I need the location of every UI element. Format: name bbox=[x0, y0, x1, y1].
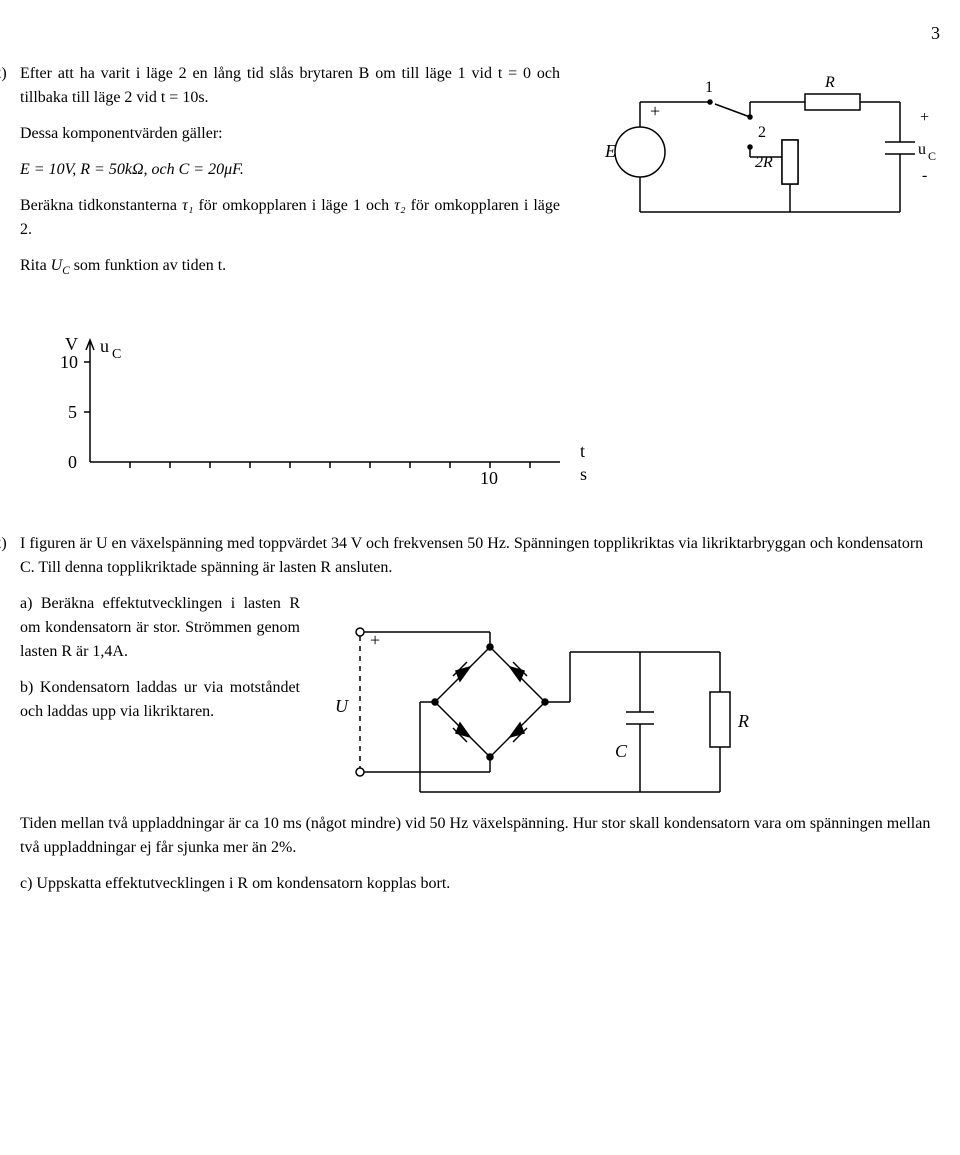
t: för omkopplaren i läge 1 och bbox=[193, 197, 394, 214]
p3-para3: E = 10V, R = 50kΩ, och C = 20μF. bbox=[20, 158, 560, 182]
svg-text:+: + bbox=[650, 101, 660, 121]
problem4-label: 4(2) bbox=[0, 532, 7, 556]
problem-3: 3(2) Efter att ha varit i läge 2 en lång… bbox=[20, 62, 940, 492]
p3-para4: Beräkna tidkonstanterna τ₁ för omkopplar… bbox=[20, 194, 560, 242]
svg-text:s: s bbox=[580, 464, 587, 484]
svg-text:10: 10 bbox=[480, 468, 498, 488]
circuit-diagram-3: + E 1 2 bbox=[580, 62, 940, 242]
uc-sub: C bbox=[62, 265, 69, 277]
svg-text:1: 1 bbox=[705, 79, 713, 96]
p4-para-b2: Tiden mellan två uppladdningar är ca 10 … bbox=[20, 812, 940, 860]
tau2: τ₂ bbox=[394, 197, 405, 214]
svg-text:R: R bbox=[737, 711, 749, 731]
svg-text:5: 5 bbox=[68, 402, 77, 422]
svg-text:u: u bbox=[918, 141, 926, 158]
svg-text:+: + bbox=[920, 109, 929, 126]
page-number: 3 bbox=[20, 20, 940, 47]
svg-text:C: C bbox=[928, 149, 936, 163]
p3-para5: Rita UC som funktion av tiden t. bbox=[20, 254, 560, 280]
svg-text:V: V bbox=[65, 334, 78, 354]
rectifier-circuit: + U bbox=[320, 592, 760, 812]
t: Beräkna tidkonstanterna bbox=[20, 197, 182, 214]
svg-text:+: + bbox=[370, 630, 380, 650]
svg-text:0: 0 bbox=[68, 452, 77, 472]
p4-para1: I figuren är U en växelspänning med topp… bbox=[20, 532, 940, 580]
uc: U bbox=[51, 257, 63, 274]
svg-text:2: 2 bbox=[758, 124, 766, 141]
svg-text:-: - bbox=[922, 167, 927, 184]
problem-4: 4(2) I figuren är U en växelspänning med… bbox=[20, 532, 940, 896]
tau1: τ₁ bbox=[182, 197, 193, 214]
p4-para-b: b) Kondensatorn laddas ur via motståndet… bbox=[20, 676, 300, 724]
svg-text:2R: 2R bbox=[755, 154, 773, 171]
svg-text:U: U bbox=[335, 696, 349, 716]
t: Rita bbox=[20, 257, 51, 274]
svg-text:E: E bbox=[604, 141, 616, 161]
svg-text:u: u bbox=[100, 336, 109, 356]
svg-text:10: 10 bbox=[60, 352, 78, 372]
svg-text:t: t bbox=[580, 441, 585, 461]
p4-para-c: c) Uppskatta effektutvecklingen i R om k… bbox=[20, 872, 940, 896]
problem3-label: 3(2) bbox=[0, 62, 7, 86]
p3-values: E = 10V, R = 50kΩ, och C = 20μF. bbox=[20, 161, 244, 178]
svg-text:C: C bbox=[615, 741, 628, 761]
graph-uc-vs-t: V u C 10 5 0 10 t s bbox=[20, 322, 600, 492]
svg-text:R: R bbox=[824, 74, 835, 91]
p3-para2: Dessa komponentvärden gäller: bbox=[20, 122, 560, 146]
svg-text:C: C bbox=[112, 347, 121, 362]
t: som funktion av tiden t. bbox=[70, 257, 226, 274]
p4-para-a: a) Beräkna effektutvecklingen i lasten R… bbox=[20, 592, 300, 664]
p3-para1: Efter att ha varit i läge 2 en lång tid … bbox=[20, 62, 560, 110]
